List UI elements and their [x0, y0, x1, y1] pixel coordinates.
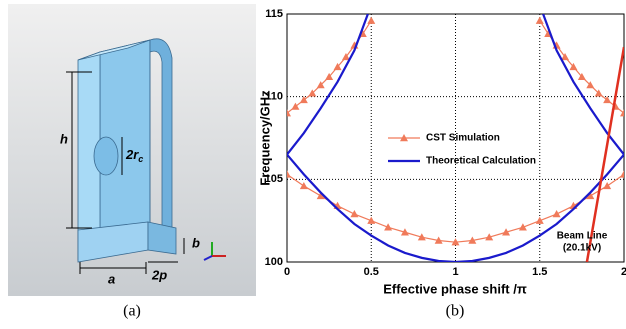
legend-label: CST Simulation — [426, 133, 500, 144]
y-axis-label: Frequency/GHz — [257, 90, 272, 186]
x-tick-label: 1 — [452, 266, 458, 278]
data-point — [536, 217, 544, 224]
label-h: h — [60, 131, 68, 146]
legend-label: Theoretical Calculation — [426, 156, 536, 167]
label-2rc-sub: c — [138, 154, 143, 164]
y-tick-label: 110 — [265, 91, 283, 103]
x-tick-label: 0.5 — [364, 266, 379, 278]
data-point — [620, 170, 626, 177]
data-point — [350, 210, 358, 217]
y-tick-label: 100 — [265, 256, 283, 268]
beam-line-label: (20.1kV) — [563, 243, 601, 254]
label-b: b — [192, 235, 200, 250]
x-tick-label: 2 — [621, 266, 626, 278]
label-2p: 2p — [151, 267, 167, 282]
data-point — [283, 170, 291, 177]
data-point — [553, 210, 561, 217]
label-a: a — [108, 271, 115, 286]
label-2rc-main: 2r — [125, 147, 139, 162]
figure: h 2rc b a 2p (a) (b) Effective phase shi… — [0, 0, 626, 324]
data-point — [536, 17, 544, 24]
data-point — [367, 17, 375, 24]
caption-a: (a) — [123, 303, 141, 320]
x-tick-label: 0 — [284, 266, 290, 278]
x-tick-label: 1.5 — [532, 266, 547, 278]
x-axis-label: Effective phase shift /π — [383, 281, 527, 296]
data-point — [519, 223, 527, 230]
caption-b: (b) — [446, 303, 465, 320]
y-tick-label: 115 — [265, 8, 283, 20]
data-point — [384, 223, 392, 230]
page: {"panel_a": {"labels": {"h": "h", "r_mai… — [0, 0, 626, 324]
data-point — [300, 182, 308, 189]
y-tick-label: 105 — [265, 173, 283, 185]
data-point — [367, 217, 375, 224]
beam-line-label: Beam Line — [557, 231, 608, 242]
data-point — [603, 182, 611, 189]
